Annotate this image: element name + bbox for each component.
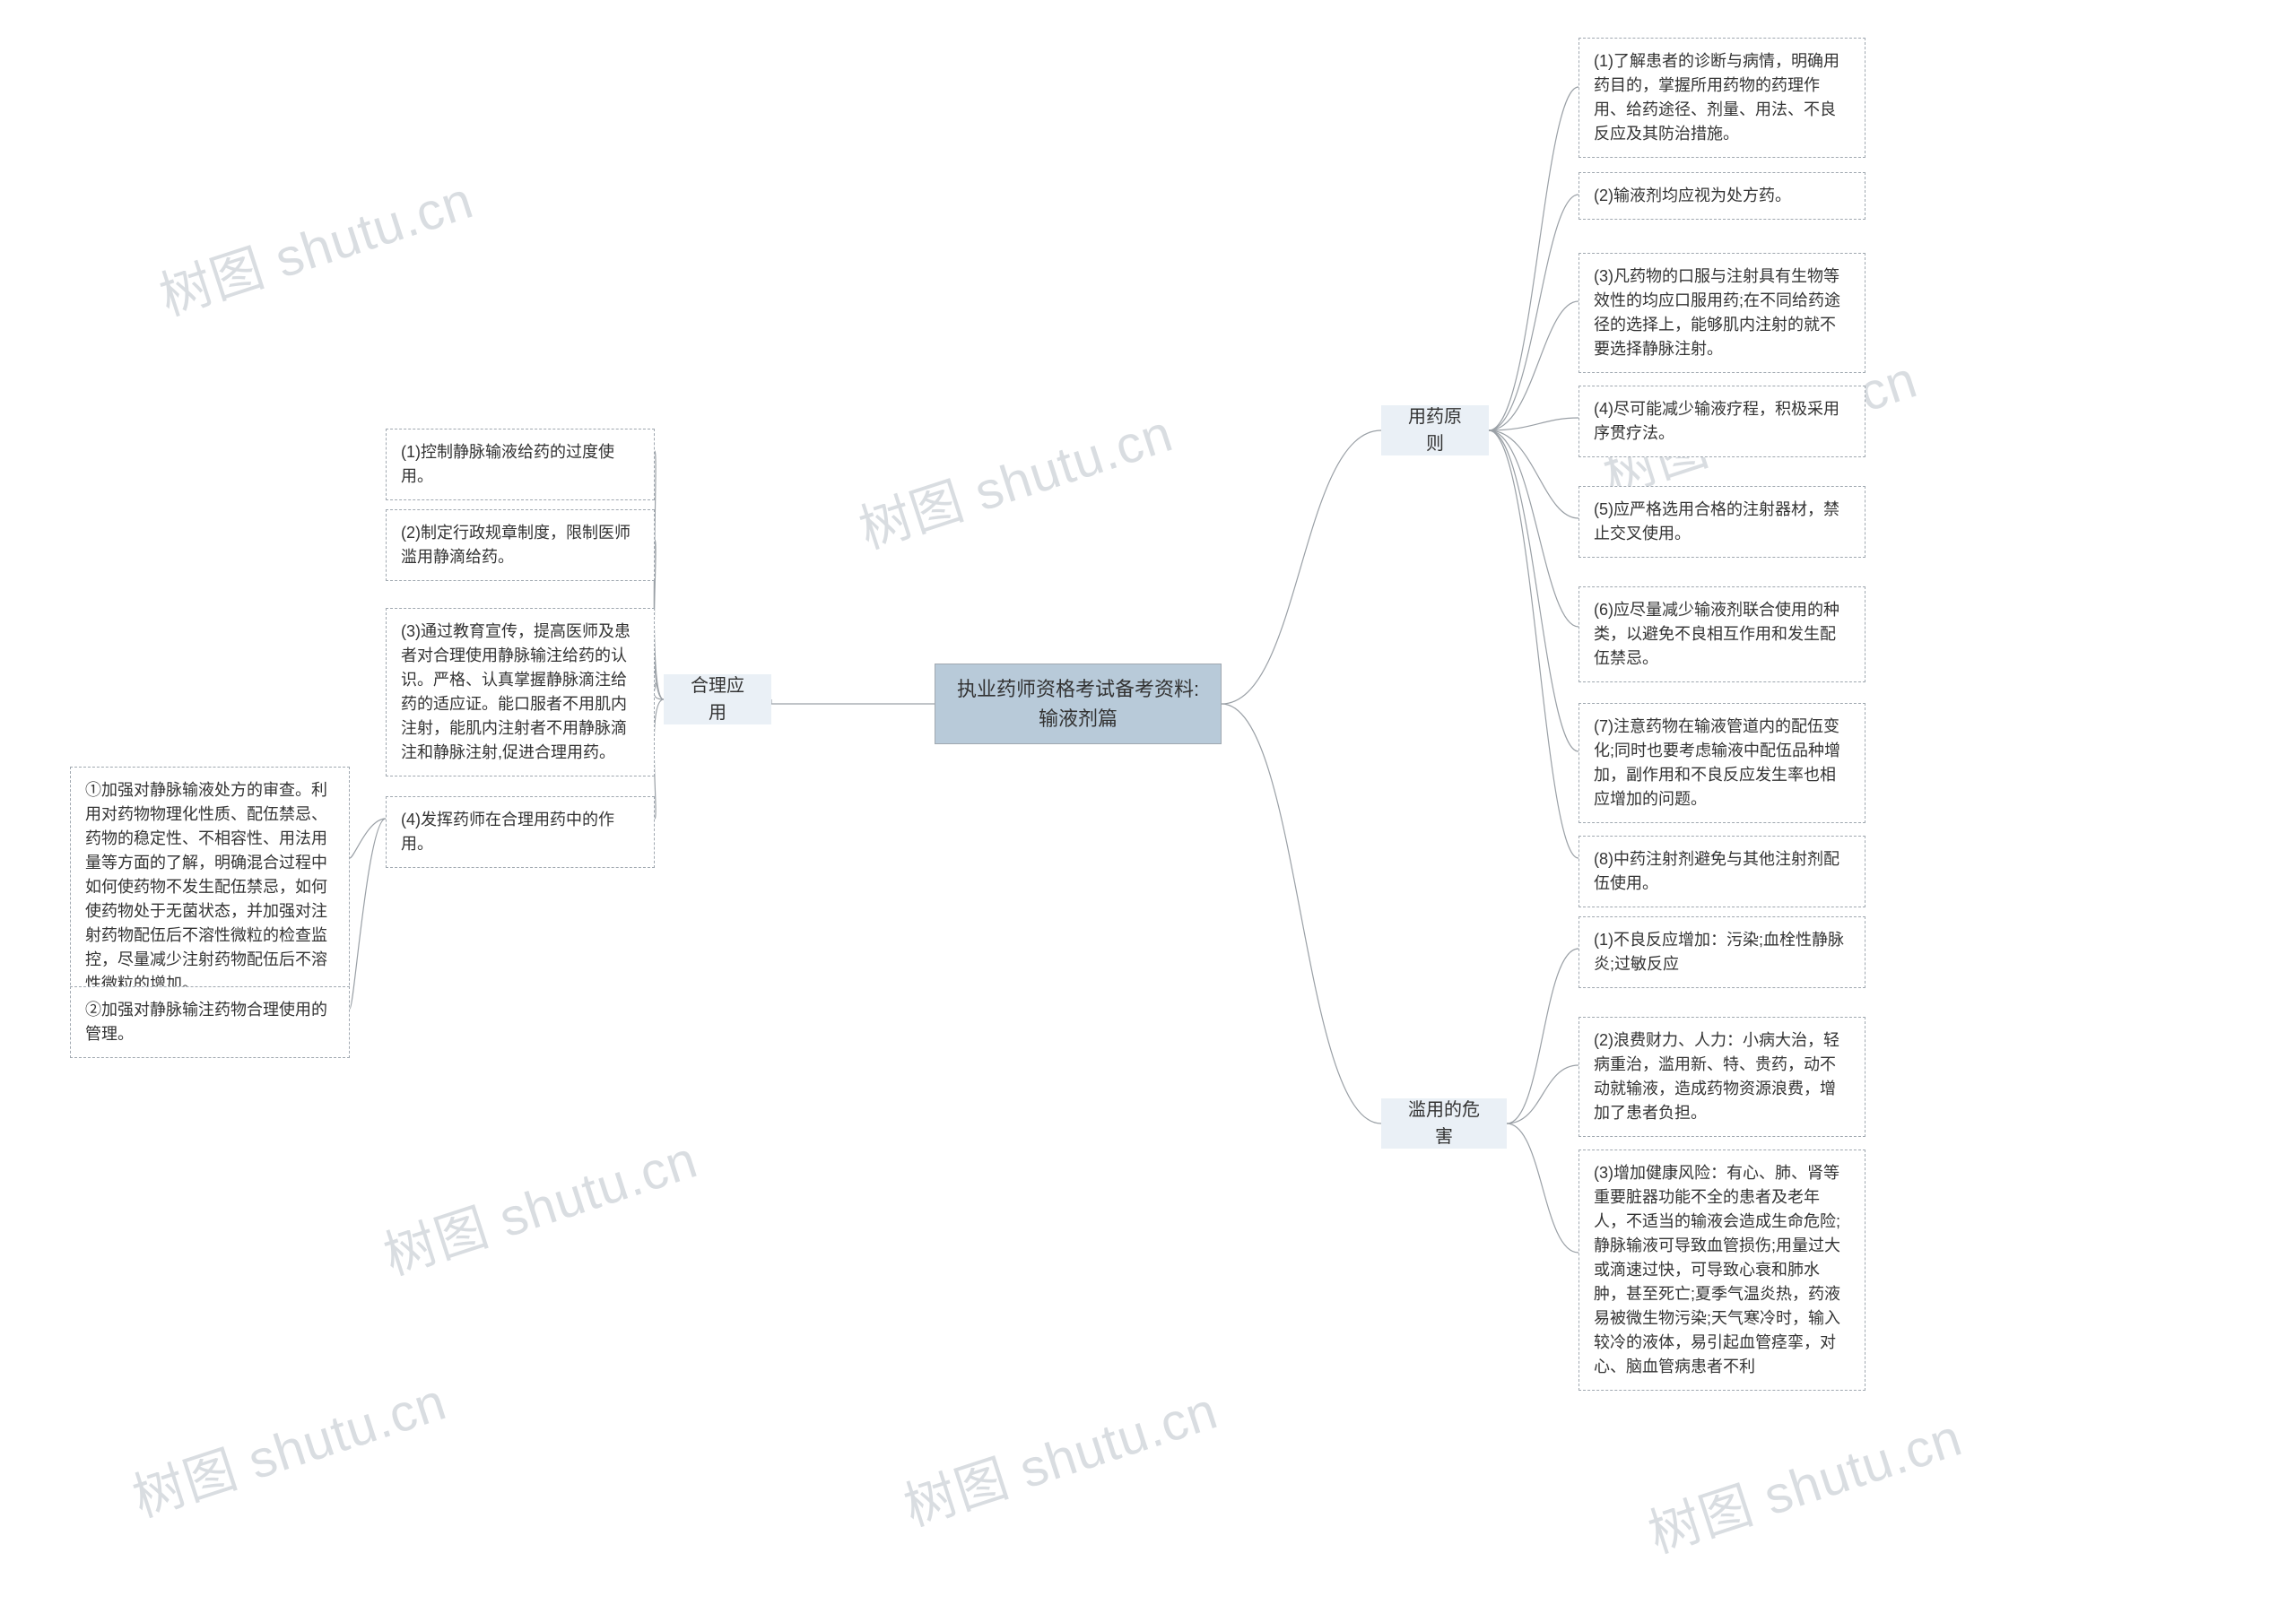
watermark: 树图 shutu.cn — [1638, 1395, 1970, 1567]
leaf-node: (1)控制静脉输液给药的过度使用。 — [386, 429, 655, 500]
watermark: 树图 shutu.cn — [149, 158, 482, 330]
leaf-node: (2)浪费财力、人力：小病大治，轻病重治，滥用新、特、贵药，动不动就输液，造成药… — [1578, 1017, 1866, 1137]
watermark: 树图 shutu.cn — [893, 1368, 1226, 1540]
leaf-node: (1)了解患者的诊断与病情，明确用药目的，掌握所用药物的药理作用、给药途径、剂量… — [1578, 38, 1866, 158]
leaf-node: (8)中药注射剂避免与其他注射剂配伍使用。 — [1578, 836, 1866, 907]
leaf-node: (2)制定行政规章制度，限制医师滥用静滴给药。 — [386, 509, 655, 581]
leaf-node: (3)凡药物的口服与注射具有生物等效性的均应口服用药;在不同给药途径的选择上，能… — [1578, 253, 1866, 373]
leaf-node: (6)应尽量减少输液剂联合使用的种类，以避免不良相互作用和发生配伍禁忌。 — [1578, 586, 1866, 682]
watermark: 树图 shutu.cn — [373, 1117, 706, 1289]
branch-rational-use: 合理应用 — [664, 674, 771, 724]
watermark: 树图 shutu.cn — [122, 1359, 455, 1531]
leaf-node: (2)输液剂均应视为处方药。 — [1578, 172, 1866, 220]
leaf-node: ②加强对静脉输注药物合理使用的管理。 — [70, 986, 350, 1058]
leaf-node: (4)发挥药师在合理用药中的作用。 — [386, 796, 655, 868]
leaf-node: (4)尽可能减少输液疗程，积极采用序贯疗法。 — [1578, 386, 1866, 457]
leaf-node: (3)通过教育宣传，提高医师及患者对合理使用静脉输注给药的认识。严格、认真掌握静… — [386, 608, 655, 776]
leaf-node: (3)增加健康风险：有心、肺、肾等重要脏器功能不全的患者及老年人，不适当的输液会… — [1578, 1150, 1866, 1391]
branch-abuse-harm: 滥用的危害 — [1381, 1098, 1507, 1149]
leaf-node: (7)注意药物在输液管道内的配伍变化;同时也要考虑输液中配伍品种增加，副作用和不… — [1578, 703, 1866, 823]
leaf-node: (1)不良反应增加：污染;血栓性静脉炎;过敏反应 — [1578, 916, 1866, 988]
watermark: 树图 shutu.cn — [848, 391, 1181, 563]
leaf-node: ①加强对静脉输液处方的审查。利用对药物物理化性质、配伍禁忌、药物的稳定性、不相容… — [70, 767, 350, 1008]
branch-medication-principles: 用药原则 — [1381, 405, 1489, 455]
root-node: 执业药师资格考试备考资料:输液剂篇 — [935, 664, 1222, 744]
leaf-node: (5)应严格选用合格的注射器材，禁止交叉使用。 — [1578, 486, 1866, 558]
